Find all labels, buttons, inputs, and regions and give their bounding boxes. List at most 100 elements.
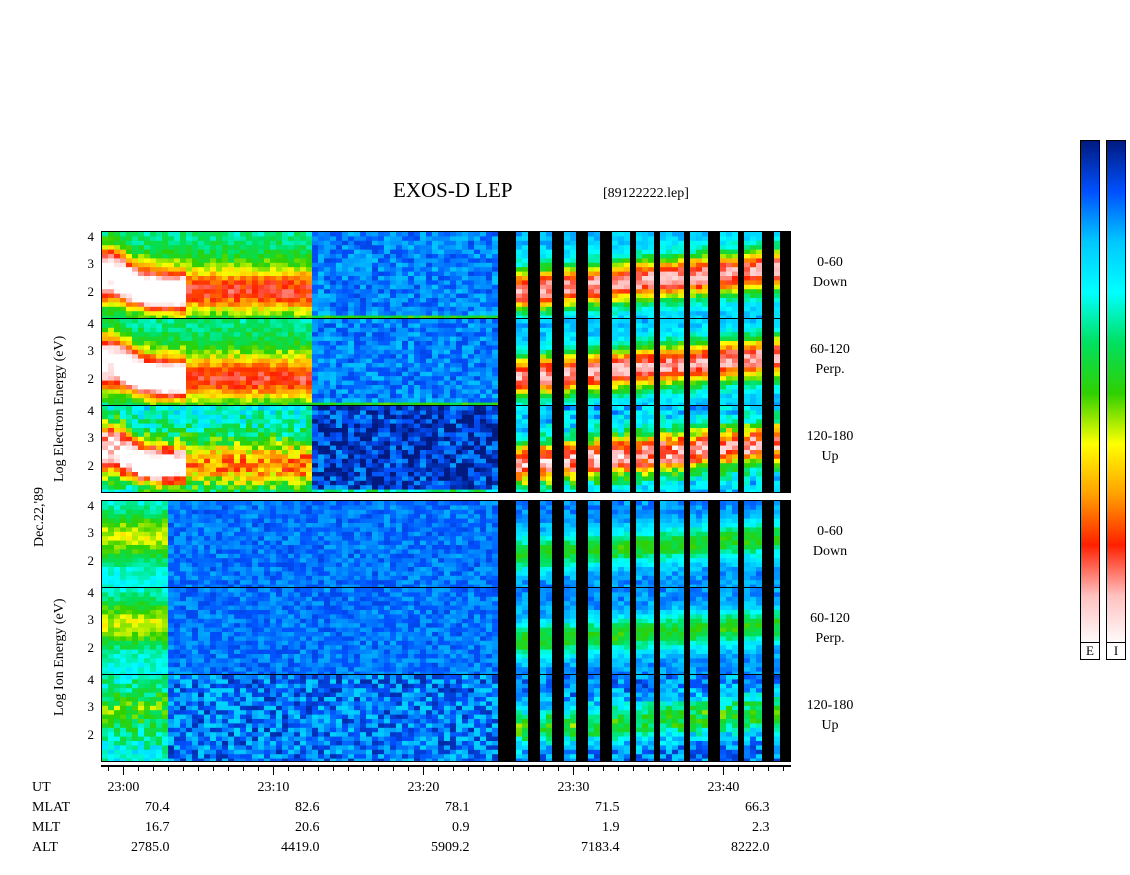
heatmap-cell bbox=[690, 354, 697, 360]
heatmap-cell bbox=[360, 367, 367, 373]
heatmap-cell bbox=[546, 345, 553, 351]
heatmap-cell bbox=[480, 311, 487, 317]
heatmap-cell bbox=[486, 311, 493, 317]
heatmap-cell bbox=[180, 349, 187, 355]
heatmap-cell bbox=[696, 323, 703, 329]
heatmap-cell bbox=[540, 393, 547, 399]
heatmap-cell bbox=[648, 393, 655, 399]
heatmap-cell bbox=[768, 332, 775, 338]
heatmap-cell bbox=[312, 332, 319, 338]
heatmap-cell bbox=[192, 254, 199, 259]
heatmap-cell bbox=[108, 240, 115, 246]
heatmap-cell bbox=[168, 441, 175, 447]
heatmap-cell bbox=[666, 341, 673, 346]
heatmap-cell bbox=[738, 280, 745, 286]
heatmap-cell bbox=[228, 236, 235, 242]
heatmap-cell bbox=[558, 358, 565, 364]
heatmap-cell bbox=[276, 311, 283, 317]
heatmap-cell bbox=[660, 345, 667, 351]
heatmap-cell bbox=[354, 393, 361, 399]
heatmap-cell bbox=[288, 240, 295, 246]
heatmap-cell bbox=[528, 280, 535, 286]
heatmap-cell bbox=[318, 284, 325, 290]
heatmap-cell bbox=[468, 267, 475, 273]
heatmap-cell bbox=[594, 315, 601, 318]
heatmap-cell bbox=[330, 385, 337, 390]
heatmap-cell bbox=[492, 385, 499, 390]
heatmap-cell bbox=[210, 332, 217, 338]
heatmap-cell bbox=[132, 402, 139, 405]
heatmap-cell bbox=[720, 398, 727, 404]
heatmap-cell bbox=[702, 358, 709, 364]
heatmap-cell bbox=[528, 240, 535, 246]
heatmap-cell bbox=[576, 254, 583, 259]
heatmap-cell bbox=[672, 402, 679, 405]
heatmap-cell bbox=[336, 385, 343, 390]
heatmap-cell bbox=[126, 332, 133, 338]
heatmap-cell bbox=[348, 376, 355, 382]
heatmap-cell bbox=[132, 254, 139, 259]
heatmap-cell bbox=[684, 376, 691, 382]
heatmap-cell bbox=[306, 385, 313, 390]
heatmap-cell bbox=[192, 349, 199, 355]
heatmap-cell bbox=[678, 284, 685, 290]
heatmap-cell bbox=[126, 349, 133, 355]
heatmap-cell bbox=[498, 311, 505, 317]
heatmap-cell bbox=[336, 262, 343, 268]
heatmap-cell bbox=[360, 376, 367, 382]
heatmap-cell bbox=[774, 311, 781, 317]
heatmap-cell bbox=[102, 454, 109, 460]
heatmap-cell bbox=[102, 280, 109, 286]
heatmap-cell bbox=[504, 371, 511, 377]
heatmap-cell bbox=[102, 276, 109, 281]
heatmap-cell bbox=[582, 262, 589, 268]
heatmap-cell bbox=[114, 293, 121, 299]
heatmap-cell bbox=[594, 354, 601, 360]
heatmap-cell bbox=[600, 240, 607, 246]
heatmap-cell bbox=[546, 236, 553, 242]
heatmap-cell bbox=[678, 363, 685, 368]
heatmap-cell bbox=[624, 236, 631, 242]
heatmap-cell bbox=[288, 245, 295, 251]
heatmap-cell bbox=[234, 315, 241, 318]
heatmap-cell bbox=[276, 385, 283, 390]
heatmap-cell bbox=[168, 332, 175, 338]
heatmap-cell bbox=[300, 284, 307, 290]
heatmap-cell bbox=[246, 262, 253, 268]
heatmap-cell bbox=[180, 428, 187, 433]
heatmap-cell bbox=[558, 327, 565, 333]
heatmap-cell bbox=[246, 354, 253, 360]
heatmap-cell bbox=[222, 311, 229, 317]
heatmap-cell bbox=[720, 276, 727, 281]
heatmap-cell bbox=[396, 298, 403, 303]
heatmap-cell bbox=[138, 376, 145, 382]
heatmap-cell bbox=[102, 402, 109, 405]
heatmap-cell bbox=[174, 354, 181, 360]
heatmap-cell bbox=[516, 371, 523, 377]
heatmap-cell bbox=[372, 367, 379, 373]
heatmap-cell bbox=[156, 240, 163, 246]
heatmap-cell bbox=[780, 284, 787, 290]
heatmap-cell bbox=[618, 398, 625, 404]
heatmap-cell bbox=[264, 319, 271, 324]
heatmap-cell bbox=[786, 289, 790, 295]
heatmap-cell bbox=[324, 245, 331, 251]
heatmap-cell bbox=[216, 276, 223, 281]
heatmap-cell bbox=[588, 336, 595, 342]
heatmap-cell bbox=[396, 371, 403, 377]
heatmap-cell bbox=[432, 262, 439, 268]
heatmap-cell bbox=[768, 389, 775, 395]
heatmap-cell bbox=[702, 367, 709, 373]
heatmap-cell bbox=[102, 358, 109, 364]
heatmap-cell bbox=[282, 289, 289, 295]
heatmap-cell bbox=[786, 349, 790, 355]
heatmap-cell bbox=[756, 245, 763, 251]
heatmap-cell bbox=[216, 363, 223, 368]
heatmap-cell bbox=[486, 302, 493, 308]
heatmap-cell bbox=[192, 327, 199, 333]
heatmap-cell bbox=[606, 393, 613, 399]
heatmap-cell bbox=[402, 258, 409, 264]
heatmap-cell bbox=[594, 393, 601, 399]
heatmap-cell bbox=[630, 302, 637, 308]
heatmap-cell bbox=[144, 458, 151, 464]
